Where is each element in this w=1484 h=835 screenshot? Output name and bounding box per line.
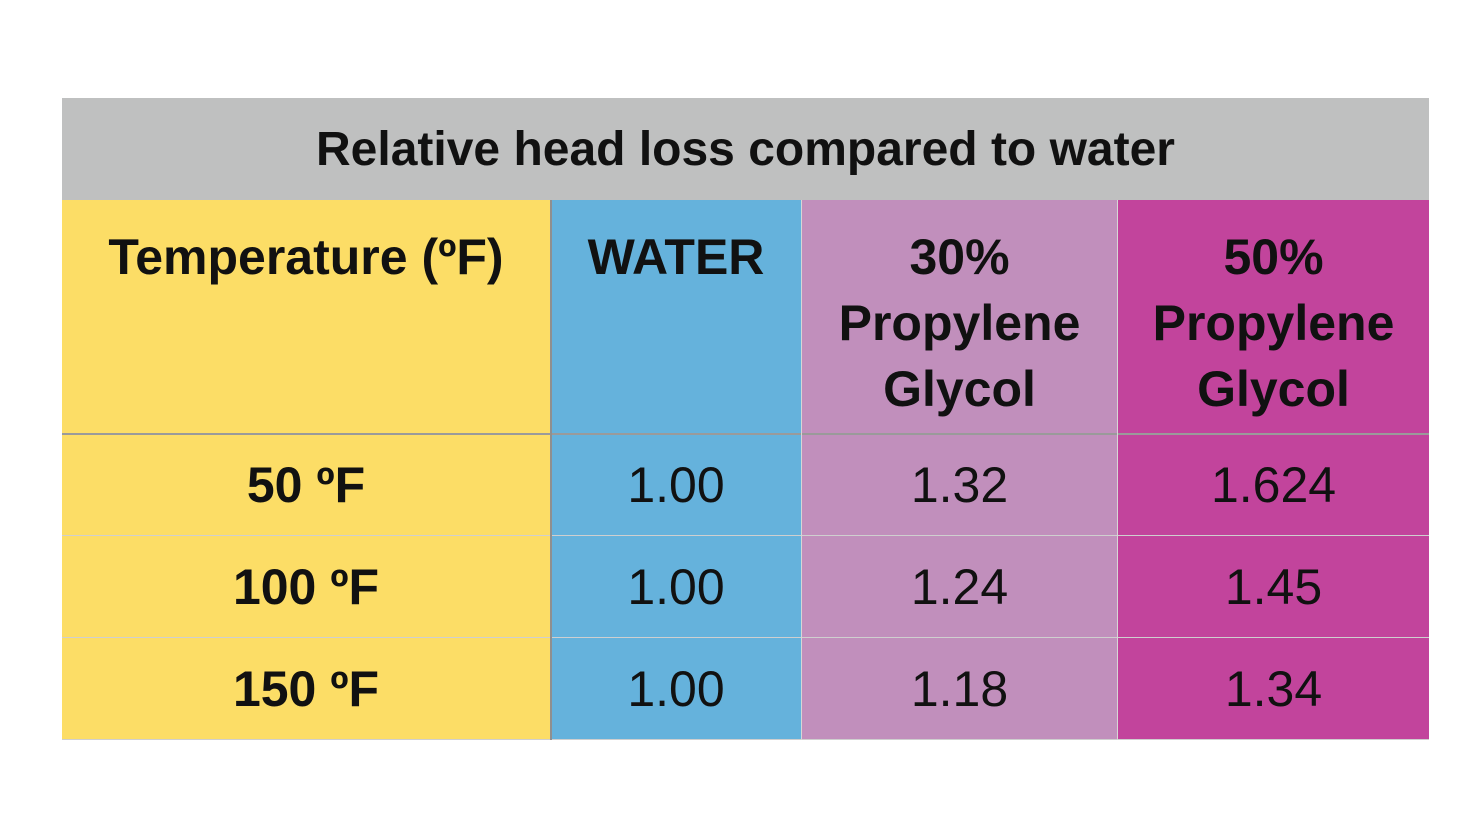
cell-pg50-150: 1.34 xyxy=(1224,660,1323,717)
cell-pg30-50: 1.32 xyxy=(910,456,1009,513)
column-divider xyxy=(550,200,552,740)
header-pg30: 30% Propylene Glycol xyxy=(838,229,1081,417)
cell-water-50: 1.00 xyxy=(627,456,725,513)
cell-temperature-50: 50 ºF xyxy=(246,456,366,513)
pg30-column: 30% Propylene Glycol 1.32 1.24 1.18 xyxy=(802,200,1117,740)
cell-pg50-50: 1.624 xyxy=(1210,456,1337,513)
table-bottom-border xyxy=(62,739,1429,740)
header-temperature: Temperature (ºF) xyxy=(108,229,504,285)
cell-water-100: 1.00 xyxy=(627,558,725,615)
row-divider xyxy=(62,535,1429,536)
column-divider xyxy=(1117,200,1118,740)
header-divider xyxy=(62,433,1429,435)
cell-pg30-100: 1.24 xyxy=(910,558,1009,615)
water-column: WATER 1.00 1.00 1.00 xyxy=(551,200,801,740)
head-loss-table: Relative head loss compared to water Tem… xyxy=(62,98,1429,740)
column-divider xyxy=(801,200,802,740)
cell-temperature-100: 100 ºF xyxy=(232,558,380,615)
cell-water-150: 1.00 xyxy=(627,660,725,717)
row-divider xyxy=(62,637,1429,638)
table-title: Relative head loss compared to water xyxy=(62,98,1429,200)
header-water: WATER xyxy=(587,229,765,285)
temperature-column: Temperature (ºF) 50 ºF 100 ºF 150 ºF xyxy=(62,200,550,740)
header-pg50: 50% Propylene Glycol xyxy=(1152,229,1395,417)
pg50-column: 50% Propylene Glycol 1.624 1.45 1.34 xyxy=(1118,200,1429,740)
cell-temperature-150: 150 ºF xyxy=(232,660,380,717)
cell-pg30-150: 1.18 xyxy=(910,660,1009,717)
cell-pg50-100: 1.45 xyxy=(1224,558,1323,615)
